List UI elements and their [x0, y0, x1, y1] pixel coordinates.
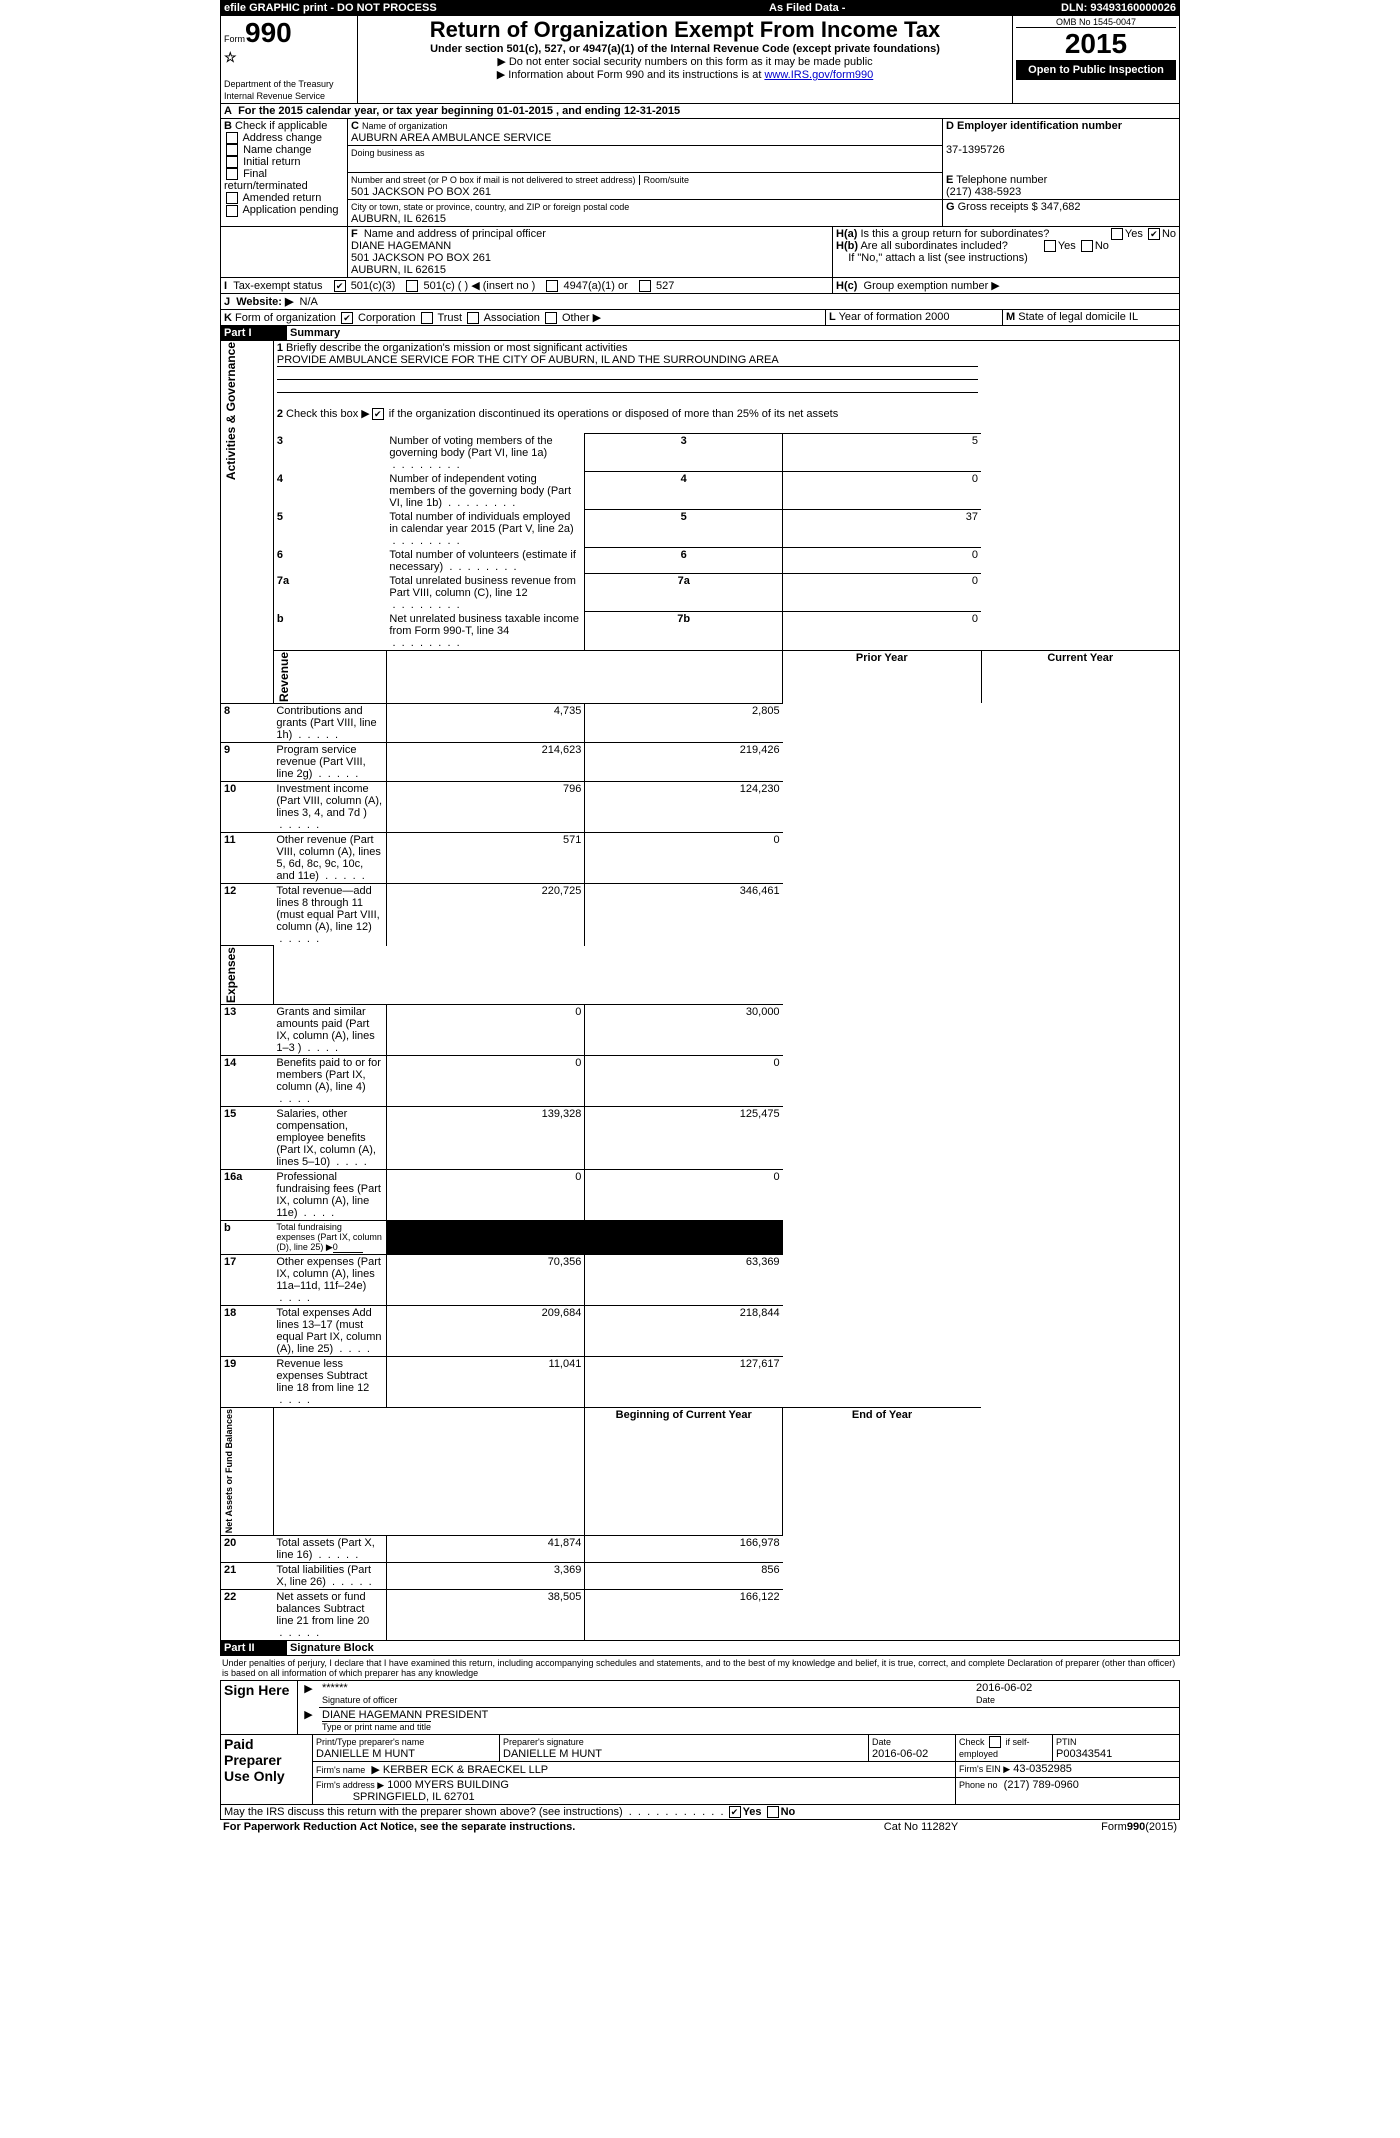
- prep-sig: Preparer's signatureDANIELLE M HUNT: [500, 1735, 869, 1762]
- cb-addr[interactable]: [226, 132, 238, 144]
- firm-addr: Firm's address ▶ 1000 MYERS BUILDING SPR…: [313, 1778, 956, 1805]
- side-label-3: Expenses: [224, 947, 238, 1003]
- officer-type: DIANE HAGEMANN PRESIDENTType or print na…: [319, 1707, 1180, 1734]
- end-year-hdr: End of Year: [783, 1408, 981, 1535]
- sign-here-label: Sign Here: [221, 1680, 298, 1734]
- irs-link[interactable]: www.IRS.gov/form990: [764, 69, 873, 81]
- cb-app[interactable]: [226, 205, 238, 217]
- form-id: Form990 ☆ Department of the Treasury Int…: [221, 16, 358, 104]
- self-emp: Check if self-employed: [956, 1735, 1053, 1762]
- side-label-1: Activities & Governance: [224, 342, 238, 480]
- website: J Website: ▶ N/A: [221, 294, 1180, 310]
- curr-year-hdr: Current Year: [981, 650, 1180, 703]
- dba-cell: Doing business as: [348, 146, 943, 173]
- prep-date: Date2016-06-02: [869, 1735, 956, 1762]
- org-name-cell: C Name of organizationAUBURN AREA AMBULA…: [348, 119, 943, 146]
- cb-name[interactable]: [226, 144, 238, 156]
- side-label-2: Revenue: [277, 652, 291, 702]
- q1: 1 Briefly describe the organization's mi…: [273, 341, 981, 394]
- efile-label: efile GRAPHIC print - DO NOT PROCESS: [221, 1, 766, 16]
- cb-init[interactable]: [226, 156, 238, 168]
- firm-name: Firm's name ▶ KERBER ECK & BRAECKEL LLP: [313, 1762, 956, 1778]
- ptin: PTINP00343541: [1053, 1735, 1180, 1762]
- footer-l: For Paperwork Reduction Act Notice, see …: [220, 1820, 818, 1834]
- officer-sig: ******Signature of officer: [319, 1680, 973, 1707]
- gross-cell: G Gross receipts $ 347,682: [943, 200, 1180, 227]
- may-discuss: May the IRS discuss this return with the…: [221, 1805, 1180, 1820]
- side-label-4: Net Assets or Fund Balances: [224, 1409, 234, 1533]
- footer-c: Cat No 11282Y: [818, 1820, 1024, 1834]
- firm-phone: Phone no (217) 789-0960: [956, 1778, 1180, 1805]
- topbar: efile GRAPHIC print - DO NOT PROCESS As …: [220, 0, 1180, 16]
- city-cell: City or town, state or province, country…: [348, 200, 943, 227]
- cb-amend[interactable]: [226, 192, 238, 204]
- begin-year-hdr: Beginning of Current Year: [585, 1408, 783, 1535]
- officer-cell: F Name and address of principal officerD…: [348, 227, 833, 278]
- section-b: B Check if applicable Address change Nam…: [221, 119, 348, 227]
- addr-cell: Number and street (or P O box if mail is…: [348, 173, 943, 200]
- firm-ein: Firm's EIN ▶ 43-0352985: [956, 1762, 1180, 1778]
- footer-r: Form990(2015): [1024, 1820, 1180, 1834]
- paid-label: Paid Preparer Use Only: [221, 1735, 313, 1805]
- prior-year-hdr: Prior Year: [783, 650, 981, 703]
- header-title: Return of Organization Exempt From Incom…: [358, 16, 1013, 104]
- hc-cell: H(c) Group exemption number ▶: [833, 278, 1180, 294]
- domicile: M State of legal domicile IL: [1003, 310, 1180, 326]
- year-formation: L Year of formation 2000: [826, 310, 1003, 326]
- phone-cell: E Telephone number(217) 438-5923: [943, 173, 1180, 200]
- part1-title: Summary: [287, 326, 1180, 341]
- header-block: Form990 ☆ Department of the Treasury Int…: [220, 16, 1180, 104]
- h-section: H(a) Is this a group return for subordin…: [833, 227, 1180, 274]
- ein-cell: D Employer identification number37-13957…: [943, 119, 1180, 173]
- part2-title: Signature Block: [287, 1641, 1180, 1656]
- part1-hdr: Part I: [221, 326, 288, 341]
- asfiled-label: As Filed Data -: [766, 1, 973, 16]
- sig-date: 2016-06-02Date: [973, 1680, 1180, 1707]
- dln-cell: DLN: 93493160000026: [973, 1, 1180, 16]
- declaration: Under penalties of perjury, I declare th…: [220, 1656, 1180, 1680]
- q2: 2 Check this box ▶✔ if the organization …: [273, 394, 981, 434]
- tax-status: I Tax-exempt status ✔ 501(c)(3) 501(c) (…: [221, 278, 833, 294]
- prep-name: Print/Type preparer's nameDANIELLE M HUN…: [313, 1735, 500, 1762]
- cb-final[interactable]: [226, 168, 238, 180]
- year-box: OMB No 1545-0047 2015 Open to Public Ins…: [1013, 16, 1180, 104]
- form-org: K Form of organization ✔ Corporation Tru…: [221, 310, 826, 326]
- part2-hdr: Part II: [221, 1641, 288, 1656]
- line-a: A For the 2015 calendar year, or tax yea…: [221, 104, 1180, 119]
